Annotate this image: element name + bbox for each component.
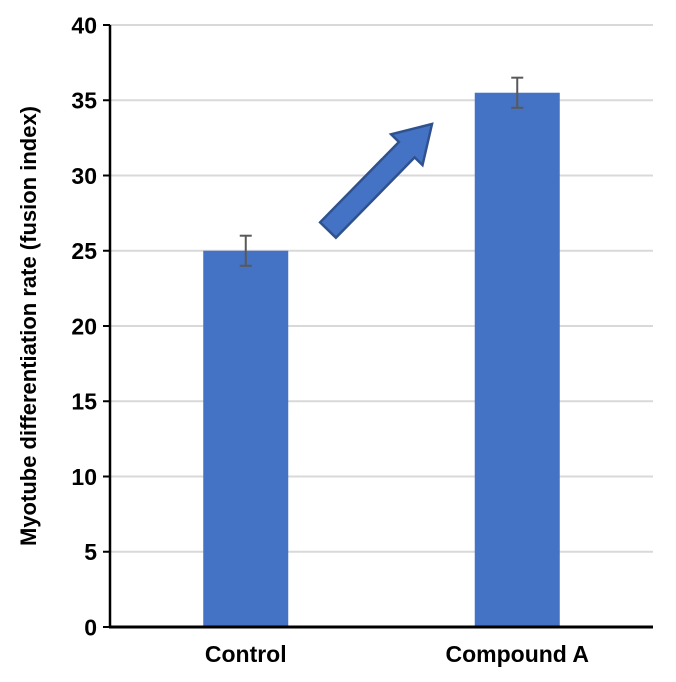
bar-control [203, 250, 289, 627]
y-tick-label: 20 [71, 313, 97, 339]
y-tick-label: 30 [71, 163, 97, 189]
increase-arrow-icon [318, 122, 434, 240]
y-tick-label: 10 [71, 464, 97, 490]
y-axis-title: Myotube differentiation rate (fusion ind… [16, 106, 41, 546]
bar-compound-a [474, 92, 560, 628]
category-label-compound-a: Compound A [445, 641, 589, 667]
y-tick-label: 5 [84, 539, 97, 565]
error-bar-control [239, 234, 252, 267]
y-tick-label: 0 [84, 614, 97, 640]
error-bar-compound-a [511, 76, 524, 109]
y-tick-label: 40 [71, 12, 97, 38]
y-tick-label: 15 [71, 389, 97, 415]
y-tick-label: 25 [71, 238, 97, 264]
y-tick-label: 35 [71, 88, 97, 114]
category-label-control: Control [205, 641, 287, 667]
